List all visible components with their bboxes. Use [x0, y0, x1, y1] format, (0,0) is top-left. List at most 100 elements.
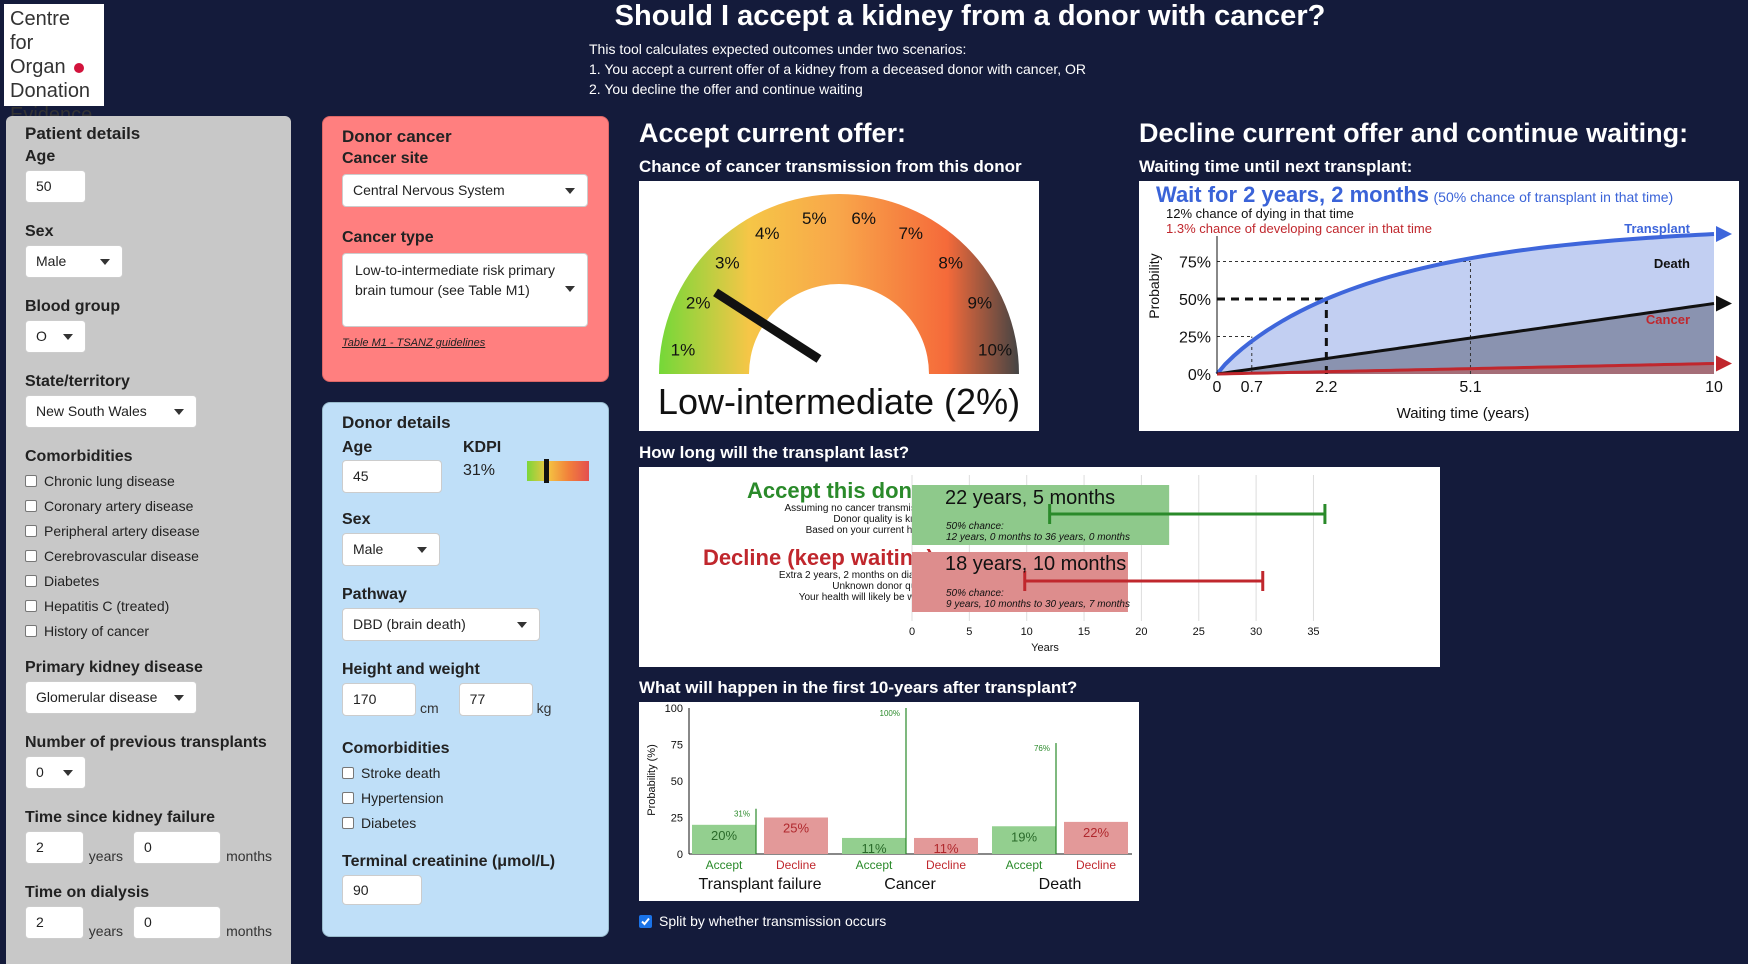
prev-transplants-select[interactable]: 0: [25, 756, 86, 789]
donor-heading: Donor details: [342, 413, 451, 432]
category-label: Cancer: [884, 876, 936, 893]
checkbox-icon[interactable]: [342, 816, 354, 829]
comorbidity-checkbox[interactable]: Chronic lung disease: [25, 468, 272, 493]
cm-unit: cm: [420, 700, 439, 716]
wait-plot: Transplant Death Cancer 0% 25% 50% 75% 0 0.7 2.2 5…: [1179, 221, 1732, 396]
months-unit: months: [226, 848, 272, 864]
blood-group-select[interactable]: O: [25, 320, 86, 353]
cancer-site-select[interactable]: Central Nervous System: [342, 174, 588, 207]
creatinine-input[interactable]: 90: [342, 875, 422, 905]
decline-tick-label: Decline: [926, 858, 966, 872]
last-title: How long will the transplant last?: [639, 443, 910, 462]
tod-months-input[interactable]: 0: [133, 906, 222, 939]
decline-bar: [764, 817, 828, 854]
patient-age-input[interactable]: 50: [25, 170, 86, 203]
decline-heading: Decline current offer and continue waiti…: [1139, 118, 1689, 148]
donor-age-label: Age: [342, 439, 373, 456]
kg-unit: kg: [536, 700, 552, 716]
donor-age-kdpi-row: Age 45 KDPI 31%: [342, 439, 589, 493]
decline-label-block: Decline (keep waiting) Extra 2 years, 2 …: [703, 546, 934, 604]
prev-transplants-label: Number of previous transplants: [25, 734, 267, 751]
donor-cancer-heading: Donor cancer: [342, 127, 452, 146]
checkbox-icon[interactable]: [25, 599, 37, 612]
months-unit: months: [226, 923, 272, 939]
years-xlabel: Years: [1031, 642, 1059, 654]
gauge-needle: [713, 288, 822, 363]
decline-tick-label: Decline: [1076, 858, 1116, 872]
ytick-label: 75: [671, 740, 683, 752]
chevron-down-icon: [565, 188, 575, 194]
donor-cancer-panel: Donor cancer Cancer site Central Nervous…: [322, 116, 609, 382]
chevron-down-icon: [417, 547, 427, 553]
checkbox-icon[interactable]: [25, 624, 37, 637]
decline-bar: [914, 837, 978, 854]
xtick-label: 10: [1705, 379, 1723, 396]
comorbidities-label: Comorbidities: [25, 448, 133, 465]
weight-input[interactable]: 77: [458, 683, 533, 716]
state-select[interactable]: New South Wales: [25, 395, 197, 428]
comorbidity-checkbox[interactable]: Peripheral artery disease: [25, 518, 272, 543]
cancer-line: [1216, 362, 1715, 376]
transmission-gauge: 1% 2% 3% 4% 5% 6% 7% 8% 9% 10% Low-intermediate (…: [658, 194, 1020, 422]
transmission-label: 100%: [880, 709, 900, 718]
donor-comorbidity-checkbox[interactable]: Hypertension: [342, 785, 589, 810]
checkbox-icon[interactable]: [25, 549, 37, 562]
tskf-years-input[interactable]: 2: [25, 831, 84, 864]
pkd-label: Primary kidney disease: [25, 659, 203, 676]
years-unit: years: [88, 848, 124, 864]
split-checkbox[interactable]: Split by whether transmission occurs: [639, 913, 886, 929]
primary-kidney-disease-select[interactable]: Glomerular disease: [25, 681, 197, 714]
ytick-label: 25: [671, 813, 683, 825]
checkbox-icon[interactable]: [25, 524, 37, 537]
years-unit: years: [88, 923, 124, 939]
checkbox-checked-icon[interactable]: [639, 914, 652, 928]
intro-text: This tool calculates expected outcomes u…: [589, 39, 1086, 99]
table-m1-link[interactable]: Table M1 - TSANZ guidelines: [342, 337, 486, 349]
accept-donor-label: Accept this donor: [746, 478, 934, 503]
xtick-label: 20: [1135, 626, 1147, 638]
xtick-label: 35: [1307, 626, 1319, 638]
accept-chance: 50% chance:: [946, 521, 1004, 532]
comorbidity-checkbox[interactable]: Cerebrovascular disease: [25, 543, 272, 568]
xtick-label: 5.1: [1459, 379, 1481, 396]
comorbidity-checkbox[interactable]: History of cancer: [25, 618, 272, 643]
decline-tick-label: Decline: [776, 858, 816, 872]
comorbidity-checkbox[interactable]: Coronary artery disease: [25, 493, 272, 518]
patient-sex-select[interactable]: Male: [25, 245, 123, 278]
accept-note: Donor quality is known: [833, 514, 934, 525]
gauge-tick-label: 7%: [898, 224, 923, 243]
graft-survival-plot: 0 5 10 15 20 25 30 35: [909, 475, 1327, 638]
wait-ylabel: Probability: [1146, 253, 1162, 318]
checkbox-icon[interactable]: [342, 791, 354, 804]
patient-heading: Patient details: [25, 124, 141, 143]
checkbox-icon[interactable]: [342, 766, 354, 779]
xtick-label: 5: [966, 626, 972, 638]
cancer-type-select[interactable]: Low-to-intermediate risk primary brain t…: [342, 253, 588, 327]
comorbidity-checkbox[interactable]: Diabetes: [25, 568, 272, 593]
gauge-label: Low-intermediate (2%): [658, 381, 1020, 422]
tskf-months-input[interactable]: 0: [133, 831, 222, 864]
donor-comorbidity-checkbox[interactable]: Stroke death: [342, 760, 589, 785]
donor-age-input[interactable]: 45: [342, 460, 442, 493]
kdpi-marker: [543, 459, 549, 483]
intro-line: This tool calculates expected outcomes u…: [589, 41, 967, 57]
ytick-label: 100: [665, 703, 683, 715]
donor-sex-select[interactable]: Male: [342, 533, 440, 566]
accept-label-block: Accept this donor Assuming no cancer tra…: [746, 478, 934, 537]
tod-years-input[interactable]: 2: [25, 906, 84, 939]
accept-bar: [692, 824, 756, 854]
decline-note: Your health will likely be worse: [798, 592, 934, 603]
gauge-tick-label: 4%: [755, 224, 780, 243]
donor-comorbidity-checkbox[interactable]: Diabetes: [342, 810, 589, 835]
blood-label: Blood group: [25, 298, 121, 315]
pathway-select[interactable]: DBD (brain death): [342, 608, 540, 641]
accept-tick-label: Accept: [1006, 858, 1043, 872]
height-input[interactable]: 170: [342, 683, 416, 716]
checkbox-icon[interactable]: [25, 574, 37, 587]
checkbox-icon[interactable]: [25, 474, 37, 487]
ten-ylabel: Probability (%): [646, 744, 658, 816]
comorbidity-checkbox[interactable]: Hepatitis C (treated): [25, 593, 272, 618]
checkbox-icon[interactable]: [25, 499, 37, 512]
transplant-line: [1215, 232, 1715, 376]
gauge-tick-label: 3%: [715, 253, 740, 272]
